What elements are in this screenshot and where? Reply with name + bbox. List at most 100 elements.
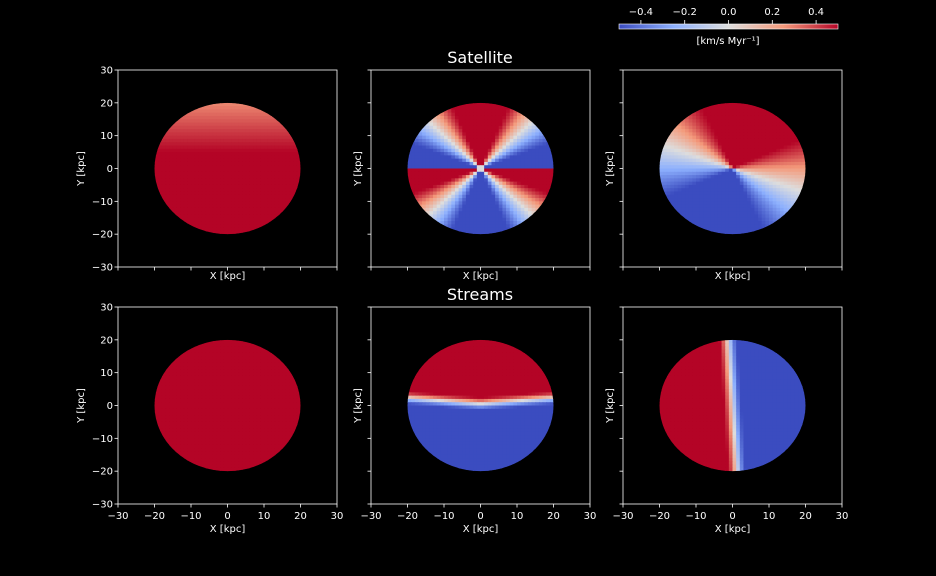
heatmap-cell [227,132,232,137]
heatmap-cell [220,224,225,229]
heatmap-cell [242,112,247,117]
heatmap-cell [260,356,265,361]
heatmap-cell [706,171,712,176]
heatmap-cell [165,142,170,147]
heatmap-cell [238,211,243,216]
heatmap-cell [754,112,759,117]
heatmap-cell [187,224,192,229]
heatmap-cell [260,372,265,377]
heatmap-cell [699,109,704,114]
heatmap-cell [253,389,258,393]
heatmap-cell [172,145,177,150]
heatmap-cell [209,191,214,196]
heatmap-cell [769,161,774,166]
heatmap-cell [245,115,250,120]
heatmap-cell [495,161,500,166]
heatmap-cell [245,194,250,199]
heatmap-cell [256,412,261,416]
heatmap-cell [165,204,170,209]
heatmap-cell [238,145,243,150]
heatmap-cell [165,375,170,380]
heatmap-cell [531,171,536,176]
heatmap-cell [205,129,210,133]
heatmap-cell [721,106,726,110]
heatmap-cell [205,230,210,235]
heatmap-cell [685,204,690,209]
heatmap-cell [750,142,755,147]
heatmap-cell [769,217,774,222]
heatmap-cell [169,152,174,156]
heatmap-cell [176,398,181,403]
heatmap-cell [674,161,679,166]
heatmap-cell [172,178,177,183]
heatmap-cell [688,122,693,127]
heatmap-cell [205,181,210,186]
heatmap-cell [194,375,199,380]
heatmap-cell [180,372,185,377]
heatmap-cell [242,138,247,143]
heatmap-cell [761,171,766,176]
heatmap-cell [480,125,485,130]
heatmap-cell [765,194,770,199]
heatmap-cell [476,138,482,143]
heatmap-cell [769,132,774,137]
heatmap-cell [476,217,482,222]
heatmap-cell [743,119,748,124]
heatmap-cell [245,379,250,384]
heatmap-cell [256,392,261,397]
heatmap-cell [736,204,741,209]
heatmap-cell [506,158,511,163]
heatmap-cell [198,119,203,124]
heatmap-cell [158,171,163,176]
heatmap-cell [425,194,430,199]
heatmap-cell [414,188,420,193]
heatmap-cell [158,135,163,140]
heatmap-cell [794,178,799,183]
heatmap-cell [476,194,482,199]
heatmap-cell [444,184,449,189]
heatmap-cell [444,119,449,124]
heatmap-cell [249,135,254,140]
heatmap-cell [517,191,522,196]
heatmap-cell [253,372,258,377]
heatmap-cell [476,188,482,193]
heatmap-cell [209,161,214,166]
heatmap-cell [710,188,715,193]
heatmap-cell [245,230,250,235]
heatmap-cell [783,168,788,173]
heatmap-cell [794,135,799,140]
heatmap-cell [249,106,254,110]
heatmap-cell [674,135,679,140]
heatmap-cell [487,152,493,156]
heatmap-cell [227,408,232,413]
heatmap-cell [520,122,525,127]
heatmap-cell [223,369,229,374]
heatmap-cell [447,122,452,127]
heatmap-cell [191,372,196,377]
heatmap-cell [234,194,240,199]
heatmap-cell [234,362,240,367]
heatmap-cell [743,102,748,107]
heatmap-cell [535,198,540,202]
heatmap-cell [706,129,712,133]
heatmap-cell [161,175,167,179]
heatmap-cell [282,405,287,410]
heatmap-cell [462,132,467,137]
heatmap-cell [688,142,693,147]
heatmap-cell [783,161,788,166]
heatmap-cell [216,175,221,179]
heatmap-cell [436,155,441,160]
heatmap-cell [696,204,701,209]
heatmap-cell [790,175,796,179]
heatmap-cell [458,148,463,153]
heatmap-cell [274,369,280,374]
heatmap-cell [271,385,276,390]
heatmap-cell [260,142,265,147]
heatmap-cell [696,161,701,166]
heatmap-cell [205,343,210,347]
heatmap-cell [451,106,456,110]
heatmap-cell [260,359,265,364]
heatmap-cell [260,349,265,354]
heatmap-cell [220,191,225,196]
heatmap-cell [242,362,247,367]
